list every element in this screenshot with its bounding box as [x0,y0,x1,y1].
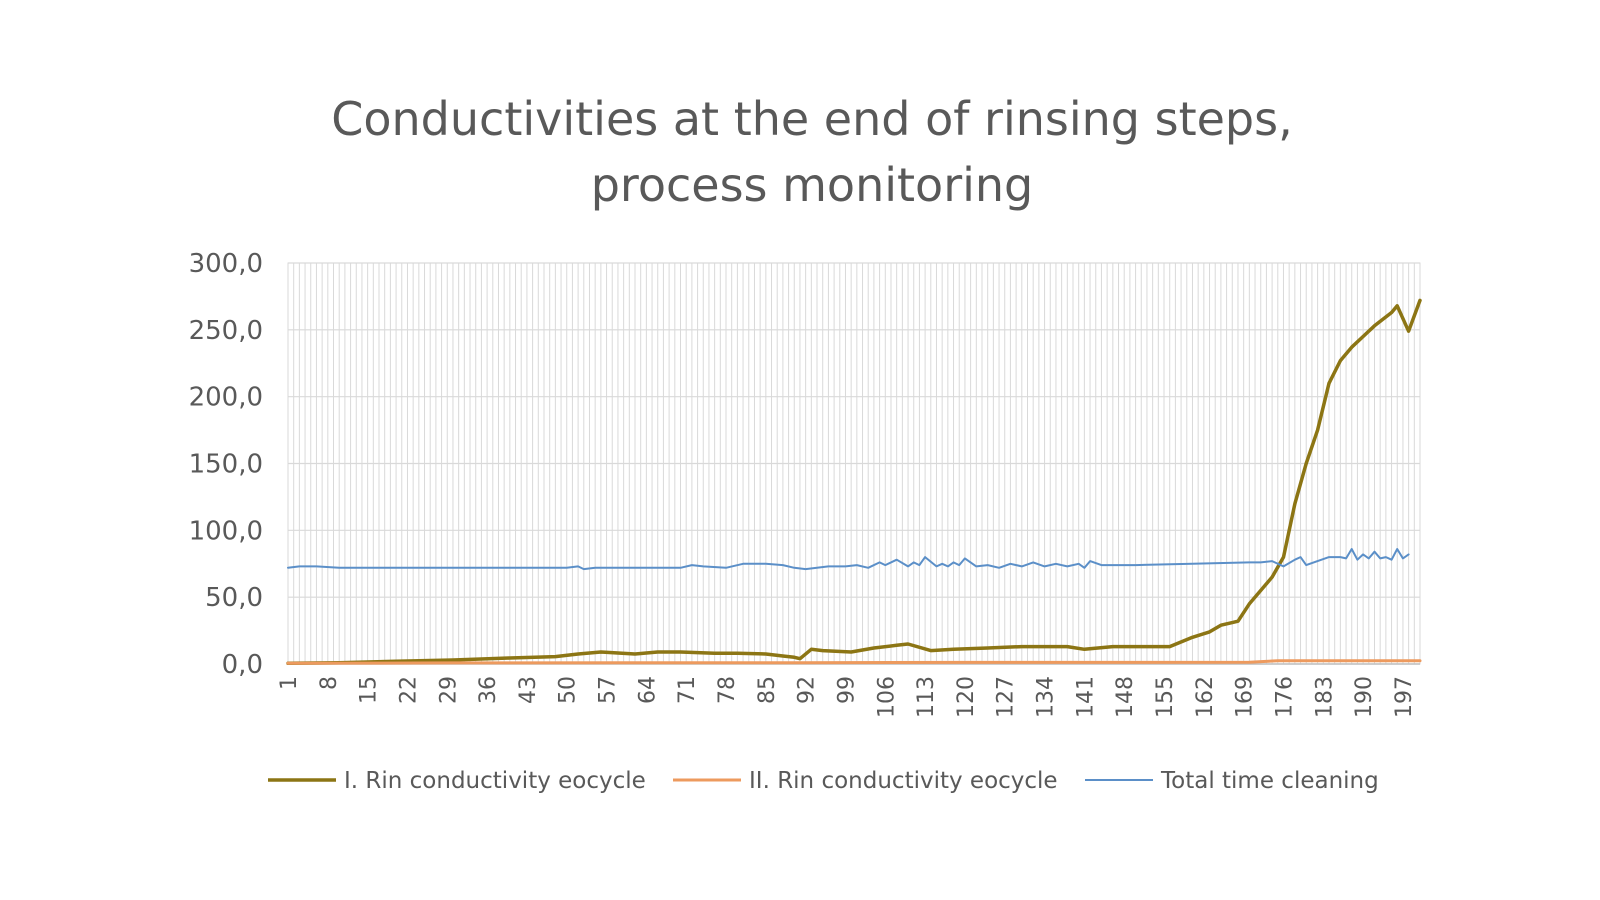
x-tick-label: 134 [1034,676,1059,718]
x-tick-label: 106 [874,676,899,718]
legend-label-3: Total time cleaning [1160,768,1379,794]
x-tick-label: 148 [1113,676,1138,718]
x-tick-label: 71 [675,676,700,704]
series-line-2 [286,659,1422,665]
y-tick-label: 250,0 [189,316,263,346]
series-line-1 [286,298,1422,666]
x-tick-label: 22 [396,676,421,704]
x-tick-label: 162 [1193,676,1218,718]
x-tick-label: 190 [1352,676,1377,718]
y-tick-label: 50,0 [205,583,263,613]
chart-title: Conductivities at the end of rinsing ste… [0,86,1600,218]
x-tick-label: 141 [1073,676,1098,718]
x-tick-label: 29 [436,676,461,704]
x-tick-label: 120 [954,676,979,718]
x-tick-label: 183 [1312,676,1337,718]
x-tick-label: 155 [1153,676,1178,718]
x-tick-label: 113 [914,676,939,718]
chart-title-line-2: process monitoring [590,158,1034,212]
x-tick-label: 64 [635,676,660,704]
x-tick-label: 1 [277,676,302,690]
x-tick-label: 43 [516,676,541,704]
x-tick-label: 85 [755,676,780,704]
x-tick-label: 92 [795,676,820,704]
x-tick-label: 50 [556,676,581,704]
y-tick-label: 100,0 [189,516,263,546]
x-tick-label: 127 [994,676,1019,718]
x-tick-label: 57 [596,676,621,704]
axes: 0,0 50,0 100,0 150,0 200,0 250,0 300,0 1 8 15 22 29… [189,249,1420,718]
legend-label-2: II. Rin conductivity eocycle [749,768,1058,794]
legend-label-1: I. Rin conductivity eocycle [344,768,646,794]
x-tick-label: 197 [1392,676,1417,718]
x-tick-label: 176 [1272,676,1297,718]
chart-title-line-1: Conductivities at the end of rinsing ste… [331,92,1293,146]
series-lines [286,298,1422,666]
y-tick-label: 150,0 [189,450,263,480]
x-tick-label: 78 [715,676,740,704]
legend: I. Rin conductivity eocycle II. Rin condu… [268,768,1379,794]
y-tick-label: 0,0 [222,650,263,680]
x-tick-label: 15 [357,676,382,704]
x-tick-label: 36 [476,676,501,704]
x-tick-label: 99 [834,676,859,704]
y-tick-label: 300,0 [189,249,263,279]
grid [287,262,1421,665]
series-line-3 [287,548,1410,571]
x-tick-label: 169 [1233,676,1258,718]
x-tick-label: 8 [317,676,342,690]
y-tick-label: 200,0 [189,383,263,413]
